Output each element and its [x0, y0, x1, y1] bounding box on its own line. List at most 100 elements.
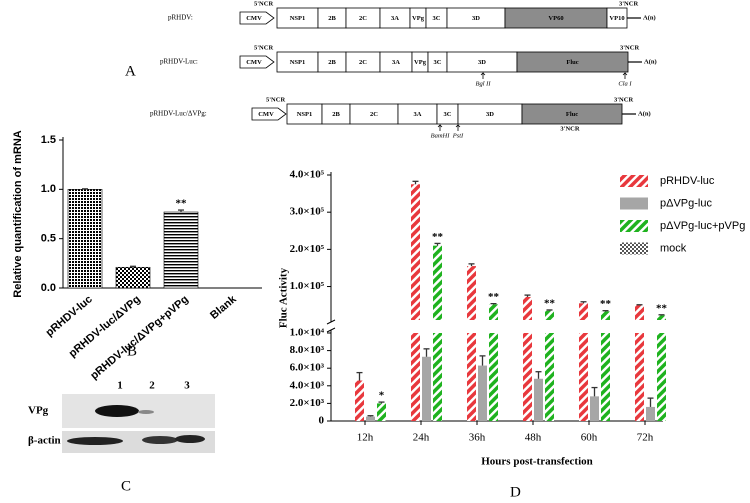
- y-tick-label: 0.0: [41, 282, 56, 294]
- y-axis-label: Fluc Activity: [278, 267, 290, 328]
- segment-label: NSP1: [290, 59, 306, 66]
- bar: [545, 333, 554, 421]
- promoter-arrow: [239, 55, 275, 69]
- panel-label: A: [125, 63, 136, 79]
- x-tick-label: 24h: [413, 432, 430, 444]
- panel-label: C: [121, 478, 131, 494]
- bar: [433, 333, 442, 421]
- bar: [411, 333, 420, 421]
- bar: [523, 333, 532, 421]
- segment-label: 2C: [359, 59, 367, 66]
- y-tick-label: 6.0×10³: [290, 362, 325, 374]
- x-tick-label: 72h: [637, 432, 654, 444]
- bar: [115, 266, 151, 289]
- bar: [411, 184, 420, 320]
- tail-label: A(n): [638, 110, 651, 117]
- blot-strip: [62, 431, 215, 453]
- segment-label: NSP1: [290, 15, 306, 22]
- x-tick-label: 12h: [357, 432, 374, 444]
- segment-label: 3C: [434, 59, 442, 66]
- bar: [579, 333, 588, 421]
- significance-mark: **: [488, 291, 500, 303]
- promoter-label: CMV: [246, 15, 262, 22]
- ncr-label: 3'NCR: [619, 0, 638, 7]
- segment-label: 3A: [391, 15, 399, 22]
- bar: [67, 189, 103, 289]
- bar: [478, 365, 487, 421]
- site-arrow: [455, 124, 461, 131]
- y-tick-label: 0.5: [41, 233, 56, 245]
- segment-label: 2B: [332, 111, 340, 118]
- site-arrow: [480, 72, 486, 79]
- promoter-label: CMV: [258, 111, 274, 118]
- site-arrow: [437, 124, 443, 131]
- y-tick-label: 2.0×10⁵: [290, 243, 325, 255]
- segment-label: 3C: [433, 15, 441, 22]
- site-label: BamHI: [431, 132, 451, 139]
- segment-label: 2C: [370, 111, 378, 118]
- bar: [657, 333, 666, 421]
- blot-row-label: VPg: [28, 405, 49, 417]
- legend-swatch: [620, 220, 648, 232]
- legend-swatch: [620, 242, 648, 255]
- y-tick-label: 4.0×10³: [290, 379, 325, 391]
- x-tick-label: pRHDV-luc: [44, 293, 95, 339]
- ncr-label: 5'NCR: [266, 96, 285, 103]
- ncr-label: 5'NCR: [254, 44, 273, 51]
- legend-label: pRHDV-luc: [660, 175, 715, 187]
- segment-label: 3D: [472, 15, 480, 22]
- bar: [579, 303, 588, 320]
- axis-break: [326, 327, 336, 333]
- ncr-label: 3'NCR: [620, 44, 639, 51]
- x-tick-label: Blank: [208, 293, 239, 322]
- legend-label: pΔVPg-luc+pVPg: [660, 220, 745, 232]
- blot-band: [67, 437, 123, 445]
- y-tick-label: 1.0: [41, 183, 56, 195]
- construct-name: pRHDV-Luc:: [160, 58, 198, 66]
- segment-label: 3A: [392, 59, 400, 66]
- y-axis-label: Relative quantification of mRNA: [12, 130, 24, 298]
- y-tick-label: 1.0×10⁵: [290, 280, 325, 292]
- panel-label: D: [510, 484, 521, 500]
- bar: [601, 311, 610, 320]
- bar: [422, 356, 431, 421]
- fluc-note: 3'NCR: [560, 125, 579, 132]
- x-tick-label: 36h: [469, 432, 486, 444]
- segment-label: VP60: [548, 15, 563, 22]
- bar: [523, 296, 532, 320]
- tail-label: A(n): [643, 14, 656, 21]
- segment-label: 2B: [328, 15, 336, 22]
- x-tick-label: pRHDV-luc/ΔVPg+pVPg: [88, 293, 190, 382]
- panel-label: B: [127, 343, 137, 359]
- segment-label: Fluc: [566, 111, 578, 118]
- site-label: PstI: [452, 132, 464, 139]
- segment-label: 3C: [444, 111, 452, 118]
- bar: [657, 315, 666, 320]
- y-tick-label: 1.5: [41, 134, 56, 146]
- segment-label: 3D: [478, 59, 486, 66]
- y-tick-label: 1.0×10⁴: [290, 327, 325, 339]
- construct-name: pRHDV:: [168, 14, 193, 22]
- western-blot: [62, 394, 215, 453]
- blot-band: [142, 436, 178, 444]
- segment-label: NSP1: [297, 111, 313, 118]
- bar: [534, 378, 543, 421]
- ncr-label: 5'NCR: [254, 0, 273, 7]
- bar: [601, 333, 610, 421]
- blot-band: [138, 410, 154, 414]
- lane-label: 3: [184, 380, 190, 392]
- segment-label: VP10: [609, 15, 624, 22]
- tail-label: A(n): [644, 58, 657, 65]
- segment-label: 3A: [414, 111, 422, 118]
- bar: [545, 310, 554, 320]
- segment-label: 2C: [359, 15, 367, 22]
- significance-mark: **: [176, 198, 188, 210]
- bar: [377, 403, 386, 421]
- segment-label: 2B: [328, 59, 336, 66]
- promoter-arrow: [239, 11, 275, 25]
- bar: [646, 406, 655, 421]
- axis-break: [326, 319, 336, 325]
- significance-mark: **: [432, 231, 444, 243]
- segment-label: VPg: [414, 59, 427, 66]
